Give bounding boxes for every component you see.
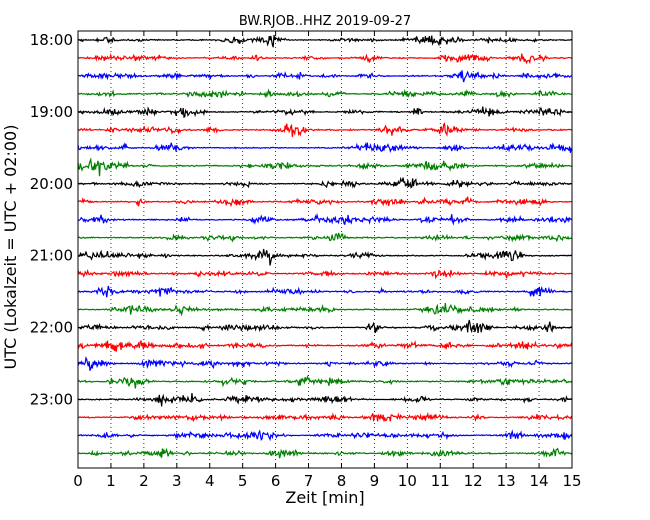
x-tick-label: 4 — [205, 472, 215, 490]
trace-line — [77, 447, 573, 459]
trace-line — [77, 34, 573, 48]
x-tick-label: 7 — [304, 472, 314, 490]
x-tick-label: 12 — [464, 472, 483, 490]
x-tick-label: 5 — [238, 472, 248, 490]
trace-line — [77, 374, 573, 389]
x-axis-ticks: 0 1 2 3 4 5 6 7 8 9 10 11 12 13 14 15 — [73, 31, 582, 490]
x-tick-label: 1 — [106, 472, 116, 490]
trace-line — [77, 411, 573, 423]
x-tick-label: 14 — [530, 472, 549, 490]
y-tick-label: 19:00 — [30, 103, 73, 121]
trace-line — [77, 319, 573, 334]
trace-line — [77, 212, 573, 226]
trace-line — [77, 392, 573, 407]
x-tick-label: 11 — [431, 472, 450, 490]
trace-line — [77, 52, 573, 65]
x-axis-label: Zeit [min] — [285, 488, 364, 507]
x-tick-label: 15 — [562, 472, 581, 490]
x-tick-label: 13 — [497, 472, 516, 490]
y-tick-label: 20:00 — [30, 175, 73, 193]
trace-line — [77, 142, 573, 153]
trace-line — [77, 302, 573, 317]
trace-line — [77, 248, 573, 266]
chart-title: BW.RJOB..HHZ 2019-09-27 — [239, 14, 411, 29]
trace-line — [77, 88, 573, 99]
x-tick-label: 2 — [139, 472, 149, 490]
trace-line — [77, 356, 573, 371]
y-tick-label: 21:00 — [30, 247, 73, 265]
plot-area — [78, 31, 572, 468]
trace-line — [77, 232, 573, 243]
y-tick-label: 22:00 — [30, 319, 73, 337]
x-grid — [110, 31, 540, 468]
trace-line — [77, 339, 573, 352]
trace-line — [77, 106, 573, 118]
trace-line — [77, 70, 573, 83]
y-axis-ticks: 18:00 19:00 20:00 21:00 22:00 23:00 — [30, 31, 572, 408]
x-tick-label: 10 — [398, 472, 417, 490]
trace-line — [77, 157, 573, 177]
x-tick-label: 0 — [73, 472, 83, 490]
x-tick-label: 9 — [370, 472, 380, 490]
trace-line — [77, 176, 573, 189]
x-tick-label: 8 — [337, 472, 347, 490]
trace-line — [77, 196, 573, 208]
x-tick-label: 6 — [271, 472, 281, 490]
trace-line — [77, 122, 573, 137]
y-tick-label: 23:00 — [30, 390, 73, 408]
y-tick-label: 18:00 — [30, 31, 73, 49]
trace-line — [77, 285, 573, 298]
seismogram-traces — [77, 34, 573, 459]
x-tick-label: 3 — [172, 472, 182, 490]
trace-line — [77, 429, 573, 442]
trace-line — [77, 268, 573, 280]
y-axis-label: UTC (Lokalzeit = UTC + 02:00) — [1, 125, 20, 370]
plot-frame — [77, 30, 573, 469]
